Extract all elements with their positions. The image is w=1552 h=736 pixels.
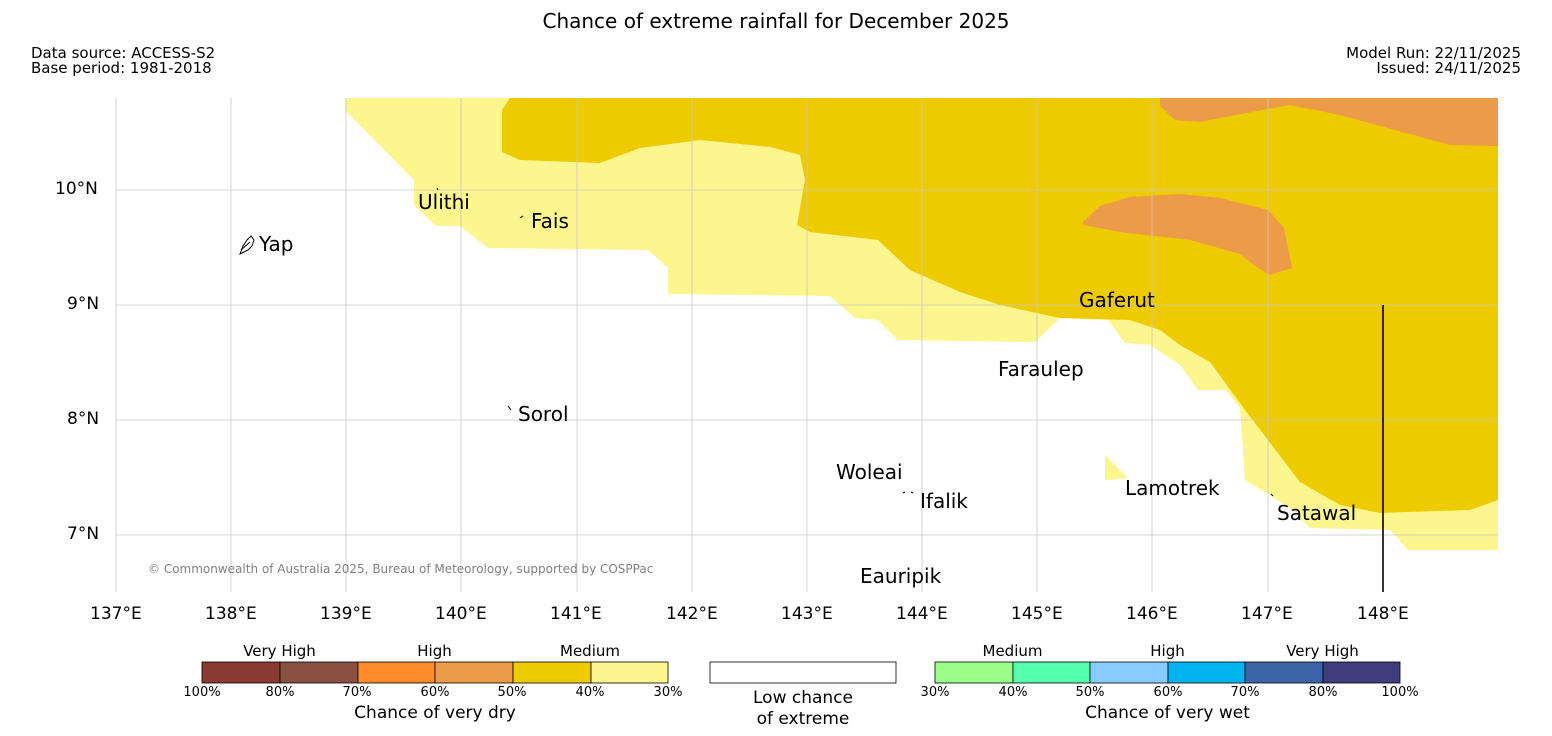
place-label-gaferut: Gaferut xyxy=(1079,288,1155,312)
map-title: Chance of extreme rainfall for December … xyxy=(542,9,1010,33)
lon-label-145e: 145°E xyxy=(1011,604,1063,624)
high-50-60-region-mid xyxy=(1083,194,1292,275)
wet-tick-30: 30% xyxy=(920,685,950,700)
lon-label-142e: 142°E xyxy=(666,604,718,624)
dry-swatch-70-80 xyxy=(279,661,359,684)
place-label-satawal: Satawal xyxy=(1277,501,1357,525)
place-label-sorol: Sorol xyxy=(518,402,569,426)
lon-label-141e: 141°E xyxy=(550,604,602,624)
dry-colorbar xyxy=(201,661,669,684)
dry-group-very-high: Very High xyxy=(243,642,316,660)
neutral-swatch xyxy=(709,661,897,684)
lon-label-137e: 137°E xyxy=(90,604,142,624)
neutral-caption-line1: Low chance xyxy=(753,688,853,708)
lon-label-144e: 144°E xyxy=(896,604,948,624)
dry-group-medium: Medium xyxy=(560,642,620,660)
model-run-text: Model Run: 22/11/2025 xyxy=(1346,44,1521,62)
lon-label-148e: 148°E xyxy=(1357,604,1409,624)
copyright-text: © Commonwealth of Australia 2025, Bureau… xyxy=(148,562,654,576)
ifalik-island xyxy=(902,491,914,494)
lon-label-139e: 139°E xyxy=(320,604,372,624)
wet-group-very-high: Very High xyxy=(1286,642,1359,660)
base-period-text: Base period: 1981-2018 xyxy=(31,59,212,77)
wet-tick-70: 70% xyxy=(1230,685,1260,700)
dry-group-high: High xyxy=(417,642,452,660)
place-label-eauripik: Eauripik xyxy=(860,564,942,588)
lon-label-140e: 140°E xyxy=(435,604,487,624)
place-label-lamotrek: Lamotrek xyxy=(1125,476,1220,500)
island-outlines xyxy=(239,187,1274,497)
place-label-ifalik: Ifalik xyxy=(920,489,968,513)
wet-colorbar xyxy=(934,661,1401,684)
ulithi-island xyxy=(436,187,439,191)
fais-island xyxy=(519,215,524,219)
sorol-island xyxy=(507,405,512,411)
place-label-ulithi: Ulithi xyxy=(418,190,470,214)
dry-tick-100: 100% xyxy=(183,685,221,700)
lat-label-8n: 8°N xyxy=(67,409,100,429)
dry-caption: Chance of very dry xyxy=(354,703,516,723)
wet-swatch-70-80 xyxy=(1244,661,1324,684)
yap-island xyxy=(239,235,255,256)
lat-label-7n: 7°N xyxy=(67,524,100,544)
lon-label-143e: 143°E xyxy=(781,604,833,624)
place-label-woleai: Woleai xyxy=(836,460,903,484)
dry-tick-40: 40% xyxy=(575,685,605,700)
dry-swatch-80-100 xyxy=(201,661,281,684)
wet-tick-60: 60% xyxy=(1153,685,1183,700)
medium-30-40-patch xyxy=(1105,455,1128,480)
place-label-faraulep: Faraulep xyxy=(998,357,1084,381)
lon-label-147e: 147°E xyxy=(1241,604,1293,624)
dry-tick-70: 70% xyxy=(342,685,372,700)
dry-tick-60: 60% xyxy=(420,685,450,700)
dry-tick-30: 30% xyxy=(653,685,683,700)
graticule xyxy=(115,98,1498,592)
high-50-60-region-top xyxy=(1160,98,1498,146)
satawal-island xyxy=(1270,493,1274,497)
dry-tick-50: 50% xyxy=(497,685,527,700)
lat-label-10n: 10°N xyxy=(55,179,98,199)
dry-swatch-50-60 xyxy=(434,661,514,684)
medium-40-50-region xyxy=(502,98,1498,513)
wet-swatch-50-60 xyxy=(1089,661,1169,684)
wet-swatch-30-40 xyxy=(934,661,1014,684)
dry-swatch-40-50 xyxy=(512,661,592,684)
place-label-yap: Yap xyxy=(259,232,294,256)
dry-swatch-60-70 xyxy=(357,661,436,684)
data-source-text: Data source: ACCESS-S2 xyxy=(31,44,216,62)
wet-tick-100: 100% xyxy=(1381,685,1419,700)
issued-text: Issued: 24/11/2025 xyxy=(1376,59,1521,77)
wet-group-high: High xyxy=(1150,642,1185,660)
lon-label-138e: 138°E xyxy=(205,604,257,624)
wet-tick-80: 80% xyxy=(1308,685,1338,700)
lat-label-9n: 9°N xyxy=(67,294,100,314)
wet-tick-50: 50% xyxy=(1075,685,1105,700)
dry-swatch-30-40 xyxy=(590,661,669,684)
neutral-caption-line2: of extreme xyxy=(756,709,850,729)
wet-swatch-40-50 xyxy=(1012,661,1091,684)
wet-caption: Chance of very wet xyxy=(1085,703,1250,723)
dry-tick-80: 80% xyxy=(265,685,295,700)
wet-swatch-80-100 xyxy=(1322,661,1401,684)
wet-tick-40: 40% xyxy=(998,685,1028,700)
wet-swatch-60-70 xyxy=(1167,661,1246,684)
lon-label-146e: 146°E xyxy=(1126,604,1178,624)
wet-group-medium: Medium xyxy=(982,642,1043,660)
place-label-fais: Fais xyxy=(531,209,569,233)
probability-shading xyxy=(345,98,1498,550)
